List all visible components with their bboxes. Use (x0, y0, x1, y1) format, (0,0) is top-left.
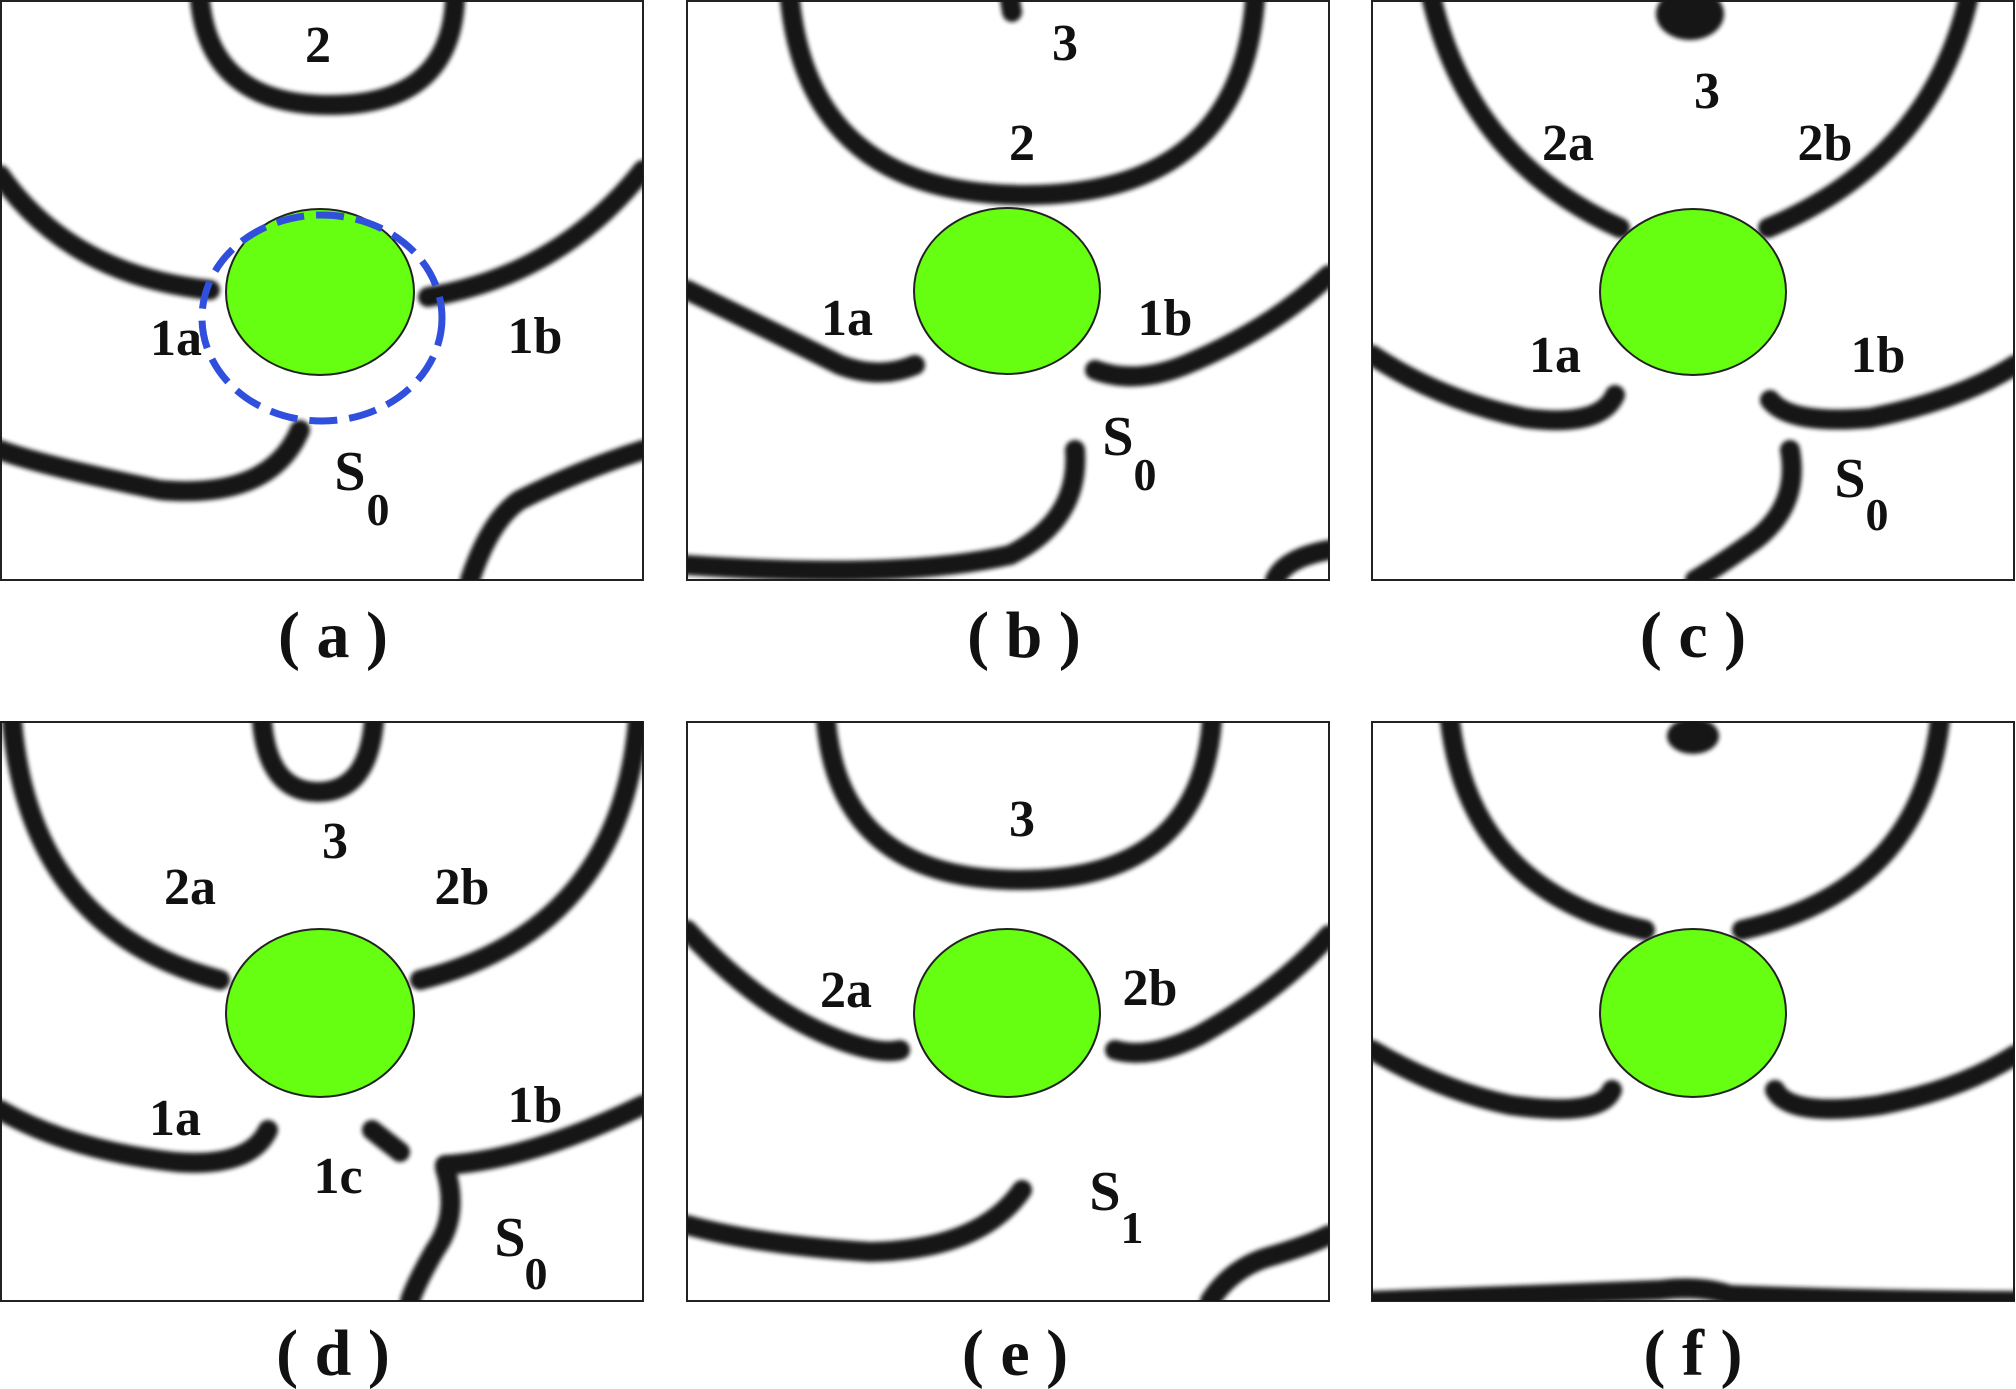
panel-a-label-1b: 1b (508, 308, 563, 365)
panel-d-label-2b: 2b (435, 859, 490, 916)
panel-e-obstacle (913, 928, 1101, 1098)
panel-c-label-3: 3 (1694, 63, 1720, 120)
panel-d-label-1b: 1b (508, 1077, 563, 1134)
panel-c-obstacle (1599, 208, 1787, 376)
panel-b: 3 2 1a 1b S 0 ( b ) (686, 0, 1330, 672)
panel-e-label-3: 3 (1009, 791, 1035, 848)
panel-b-label-1a: 1a (821, 290, 873, 347)
panel-c-caption: ( c ) (1640, 599, 1746, 672)
panel-d-label-2a: 2a (164, 859, 216, 916)
panel-a-front-1b (418, 160, 643, 307)
panel-f-front-1b (1765, 1045, 2015, 1120)
panel-a: 2 1a 1b S 0 ( a ) (0, 0, 644, 672)
panel-d-label-1c: 1c (313, 1148, 362, 1205)
panel-d-label-1a: 1a (149, 1090, 201, 1147)
panel-b-obstacle (913, 207, 1101, 375)
panel-e-caption: ( e ) (962, 1317, 1068, 1389)
panel-c-label-s: S (1834, 448, 1865, 510)
panel-d-label-s-subscript: 0 (525, 1248, 548, 1299)
panel-c-front-1b (1760, 355, 2015, 430)
panel-d-front-1b (435, 1095, 643, 1175)
panel-c-label-2b: 2b (1798, 115, 1853, 172)
panel-e-label-s-subscript: 1 (1121, 1202, 1144, 1253)
panel-a-obstacle (225, 208, 415, 376)
panel-a-front-left-bottom (0, 420, 310, 502)
panel-f-front-bottom (1372, 1278, 2015, 1301)
panel-b-label-1b: 1b (1138, 290, 1193, 347)
panel-c: 3 2a 2b 1a 1b S 0 ( c ) (1371, 0, 2015, 672)
panel-b-label-s-subscript: 0 (1134, 449, 1157, 500)
panel-a-label-s-subscript: 0 (367, 484, 390, 535)
panel-e-label-2b: 2b (1123, 960, 1178, 1017)
panel-d-front-2b (410, 721, 643, 990)
panel-a-front-1a (0, 165, 220, 300)
panel-c-front-2b (1758, 0, 1978, 238)
panel-f-front-2b (1732, 721, 1950, 940)
panel-d-front-3-ring (252, 721, 384, 803)
panel-d-front-1a (0, 1100, 278, 1173)
panel-e-label-s: S (1089, 1161, 1120, 1223)
panel-e-front-3-ring (816, 721, 1222, 891)
panel-e-front-right-corner (1200, 1225, 1329, 1301)
panel-f-obstacle (1599, 928, 1787, 1098)
panel-d-caption: ( d ) (276, 1317, 390, 1389)
panel-b-front-1b (1085, 265, 1329, 387)
panel-c-label-1b: 1b (1851, 327, 1906, 384)
panel-f-caption: ( f ) (1644, 1317, 1743, 1389)
panel-e: 3 2a 2b S 1 ( e ) (686, 721, 1330, 1389)
panel-a-front-right-bottom (460, 440, 643, 580)
panel-e-label-2a: 2a (820, 962, 872, 1019)
panel-d-label-3: 3 (322, 813, 348, 870)
panel-d-front-2a (2, 721, 230, 990)
panel-d: 3 2a 2b 1a 1b 1c S 0 ( d ) (0, 721, 644, 1389)
panel-b-front-2-ring (780, 0, 1265, 206)
panel-a-label-2: 2 (305, 17, 331, 74)
panel-c-front-2a (1422, 0, 1630, 238)
panel-a-label-1a: 1a (150, 310, 202, 367)
panel-c-front-1a (1372, 345, 1625, 431)
panel-f-front-3-dot (1667, 721, 1719, 754)
panel-b-caption: ( b ) (967, 599, 1081, 672)
panel-c-label-1a: 1a (1529, 327, 1581, 384)
panel-c-front-3-dot (1656, 0, 1724, 40)
panel-e-front-s1 (687, 1180, 1032, 1263)
panel-c-label-2a: 2a (1542, 115, 1594, 172)
panel-b-front-s0 (687, 440, 1086, 580)
panel-d-front-s0 (400, 1158, 461, 1301)
panel-b-label-2: 2 (1009, 115, 1035, 172)
panel-e-front-2b (1105, 925, 1329, 1063)
panel-d-front-1c (362, 1120, 410, 1162)
panel-b-front-3-dot (1000, 0, 1022, 22)
panel-d-obstacle (225, 928, 415, 1098)
panel-a-label-s: S (334, 441, 365, 503)
panel-f: ( f ) (1371, 721, 2015, 1389)
panel-b-front-right-corner (1265, 540, 1329, 580)
panel-a-dashed-region (198, 211, 446, 425)
panel-c-front-s0 (1685, 440, 1802, 580)
panel-f-front-2a (1440, 721, 1655, 940)
panel-c-label-s-subscript: 0 (1866, 489, 1889, 540)
panel-b-label-3: 3 (1052, 15, 1078, 72)
panel-f-front-1a (1372, 1040, 1622, 1120)
panel-d-label-s: S (494, 1207, 525, 1269)
panel-a-caption: ( a ) (278, 599, 388, 672)
panel-e-front-2a (687, 920, 910, 1062)
panel-b-front-1a (687, 280, 925, 383)
panel-b-label-s: S (1102, 406, 1133, 468)
panel-a-front-2-ring (190, 0, 465, 116)
